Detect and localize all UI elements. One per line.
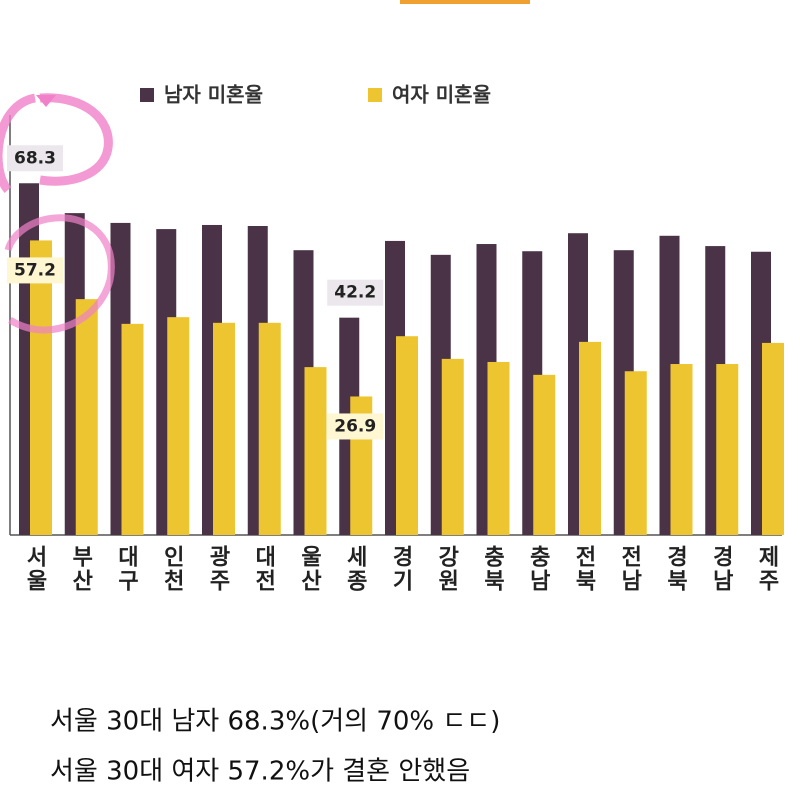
- highlight-circle: [0, 93, 113, 194]
- value-label-bg: [327, 279, 384, 306]
- x-tick-label: 인천: [159, 545, 184, 593]
- x-tick-label: 충남: [525, 545, 550, 593]
- highlight-circle: [4, 214, 115, 334]
- bar: [441, 358, 464, 535]
- legend-label: 남자 미혼율: [164, 83, 263, 107]
- x-tick-label: 경남: [708, 545, 733, 593]
- legend-swatch: [368, 88, 382, 102]
- value-label: 26.9: [334, 416, 376, 436]
- bar: [75, 299, 98, 535]
- value-label-bg: [7, 145, 63, 172]
- bar: [121, 323, 144, 535]
- x-tick-label: 전북: [571, 545, 596, 593]
- legend: 남자 미혼율 여자 미혼율: [140, 83, 491, 107]
- x-tick-label: 제주: [754, 545, 779, 593]
- bar: [213, 322, 235, 535]
- value-label: 57.2: [14, 260, 56, 280]
- bar: [304, 367, 327, 535]
- caption: 서울 30대 남자 68.3%(거의 70% ㄷㄷ): [50, 707, 500, 737]
- bar: [258, 322, 281, 535]
- x-tick-label: 경북: [663, 545, 688, 593]
- x-tick-label: 세종: [342, 545, 367, 593]
- legend-swatch: [140, 88, 154, 102]
- bar: [30, 240, 52, 536]
- highlight-mark: [36, 95, 56, 107]
- bar: [762, 342, 784, 535]
- bar: [167, 317, 190, 535]
- cropped-bar: [400, 0, 530, 4]
- x-tick-label: 강원: [434, 545, 459, 593]
- x-tick-label: 대구: [114, 545, 139, 593]
- bar: [624, 371, 647, 535]
- x-tick-label: 충북: [480, 545, 505, 593]
- bar: [396, 336, 418, 535]
- bar: [579, 341, 601, 535]
- x-tick-label: 경기: [388, 545, 413, 593]
- value-label: 68.3: [14, 148, 56, 168]
- value-label: 42.2: [334, 283, 376, 303]
- bar: [670, 364, 693, 535]
- bar: [487, 361, 510, 535]
- x-tick-label: 울산: [297, 545, 322, 593]
- x-tick-label: 서울: [22, 545, 47, 593]
- x-tick-label: 광주: [205, 545, 230, 593]
- legend-label: 여자 미혼율: [392, 83, 491, 107]
- x-tick-label: 전남: [617, 545, 642, 593]
- bar: [716, 364, 739, 535]
- value-label-bg: [327, 413, 384, 440]
- bar: [533, 374, 556, 535]
- caption: 서울 30대 여자 57.2%가 결혼 안했음: [50, 757, 470, 787]
- x-tick-label: 부산: [68, 545, 93, 593]
- plot: 서울 부산 대구 인천 광주 대전 울산 세종 경기 강원 충북 충남 전북 전남 경북 경남 제주 68.3 42…: [7, 145, 784, 593]
- x-tick-label: 대전: [251, 545, 276, 593]
- value-label-bg: [7, 257, 63, 284]
